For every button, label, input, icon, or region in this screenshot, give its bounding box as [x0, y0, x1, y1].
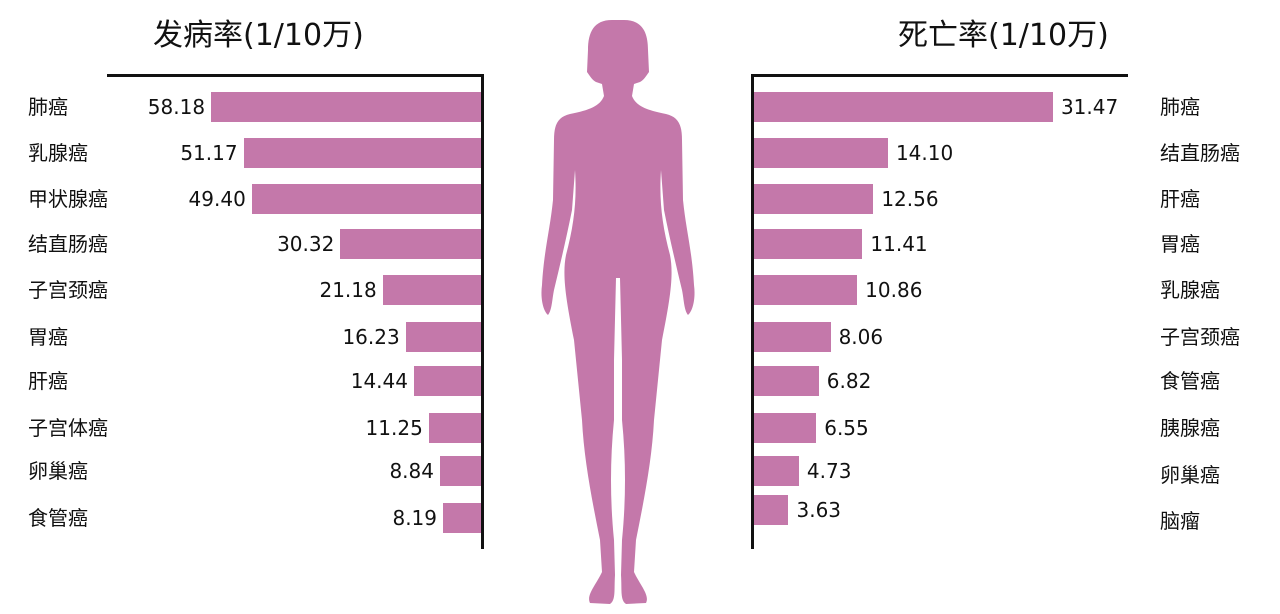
incidence-value-label: 16.23	[342, 325, 400, 349]
mortality-value-label: 12.56	[881, 187, 939, 211]
incidence-value-label: 14.44	[350, 369, 408, 393]
mortality-category-label: 卵巢癌	[1160, 463, 1220, 487]
female-body-silhouette-icon	[541, 20, 695, 604]
mortality-category-label: 结直肠癌	[1160, 141, 1240, 165]
incidence-category-label: 乳腺癌	[28, 141, 88, 165]
mortality-category-label: 肺癌	[1160, 95, 1200, 119]
mortality-value-label: 31.47	[1060, 95, 1119, 119]
mortality-value-label: 8.06	[838, 325, 884, 349]
incidence-category-label: 子宫体癌	[28, 416, 108, 440]
mortality-value-label: 14.10	[895, 141, 954, 165]
mortality-bar	[754, 229, 863, 259]
incidence-bar	[428, 413, 481, 443]
mortality-bar	[754, 138, 888, 168]
incidence-bar	[382, 275, 481, 305]
incidence-value-label: 21.18	[319, 278, 377, 302]
incidence-bar	[413, 366, 481, 396]
mortality-value-label: 4.73	[806, 459, 852, 483]
mortality-category-label: 子宫颈癌	[1160, 325, 1240, 349]
incidence-bar	[251, 184, 481, 214]
mortality-category-label: 乳腺癌	[1160, 278, 1220, 302]
incidence-bar	[211, 92, 481, 122]
mortality-bar	[754, 275, 858, 305]
mortality-bar	[754, 366, 819, 396]
incidence-top-axis	[107, 74, 484, 77]
incidence-baseline-axis	[481, 74, 484, 549]
mortality-value-label: 6.82	[826, 369, 872, 393]
incidence-bar	[439, 456, 481, 486]
incidence-category-label: 结直肠癌	[28, 232, 108, 256]
mortality-bar	[754, 495, 789, 525]
mortality-bar	[754, 184, 874, 214]
mortality-value-label: 11.41	[870, 232, 928, 256]
incidence-category-label: 卵巢癌	[28, 459, 88, 483]
incidence-value-label: 51.17	[180, 141, 238, 165]
incidence-value-label: 11.25	[365, 416, 423, 440]
incidence-value-label: 49.40	[188, 187, 246, 211]
mortality-value-label: 6.55	[824, 416, 869, 440]
incidence-bar	[405, 322, 481, 352]
incidence-value-label: 8.19	[392, 506, 437, 530]
incidence-title: 发病率(1/10万)	[153, 18, 364, 53]
incidence-bar	[340, 229, 481, 259]
incidence-category-label: 子宫颈癌	[28, 278, 108, 302]
incidence-value-label: 30.32	[277, 232, 335, 256]
mortality-category-label: 胃癌	[1160, 232, 1200, 256]
mortality-bar	[754, 92, 1053, 122]
mortality-baseline-axis	[751, 74, 754, 549]
mortality-bar	[754, 456, 799, 486]
mortality-category-label: 胰腺癌	[1160, 416, 1220, 440]
mortality-category-label: 食管癌	[1160, 369, 1220, 393]
incidence-category-label: 肝癌	[28, 369, 68, 393]
incidence-category-label: 肺癌	[28, 95, 68, 119]
mortality-value-label: 3.63	[796, 498, 842, 522]
mortality-top-axis	[751, 74, 1128, 77]
incidence-value-label: 58.18	[147, 95, 206, 119]
mortality-bar	[754, 322, 831, 352]
incidence-category-label: 食管癌	[28, 506, 88, 530]
mortality-title: 死亡率(1/10万)	[898, 18, 1109, 53]
mortality-category-label: 肝癌	[1160, 187, 1200, 211]
incidence-bar	[442, 503, 481, 533]
incidence-bar	[243, 138, 481, 168]
incidence-category-label: 胃癌	[28, 325, 68, 349]
mortality-bar	[754, 413, 817, 443]
mortality-value-label: 10.86	[865, 278, 923, 302]
mortality-category-label: 脑瘤	[1160, 509, 1200, 533]
incidence-category-label: 甲状腺癌	[28, 187, 108, 211]
incidence-value-label: 8.84	[389, 459, 434, 483]
